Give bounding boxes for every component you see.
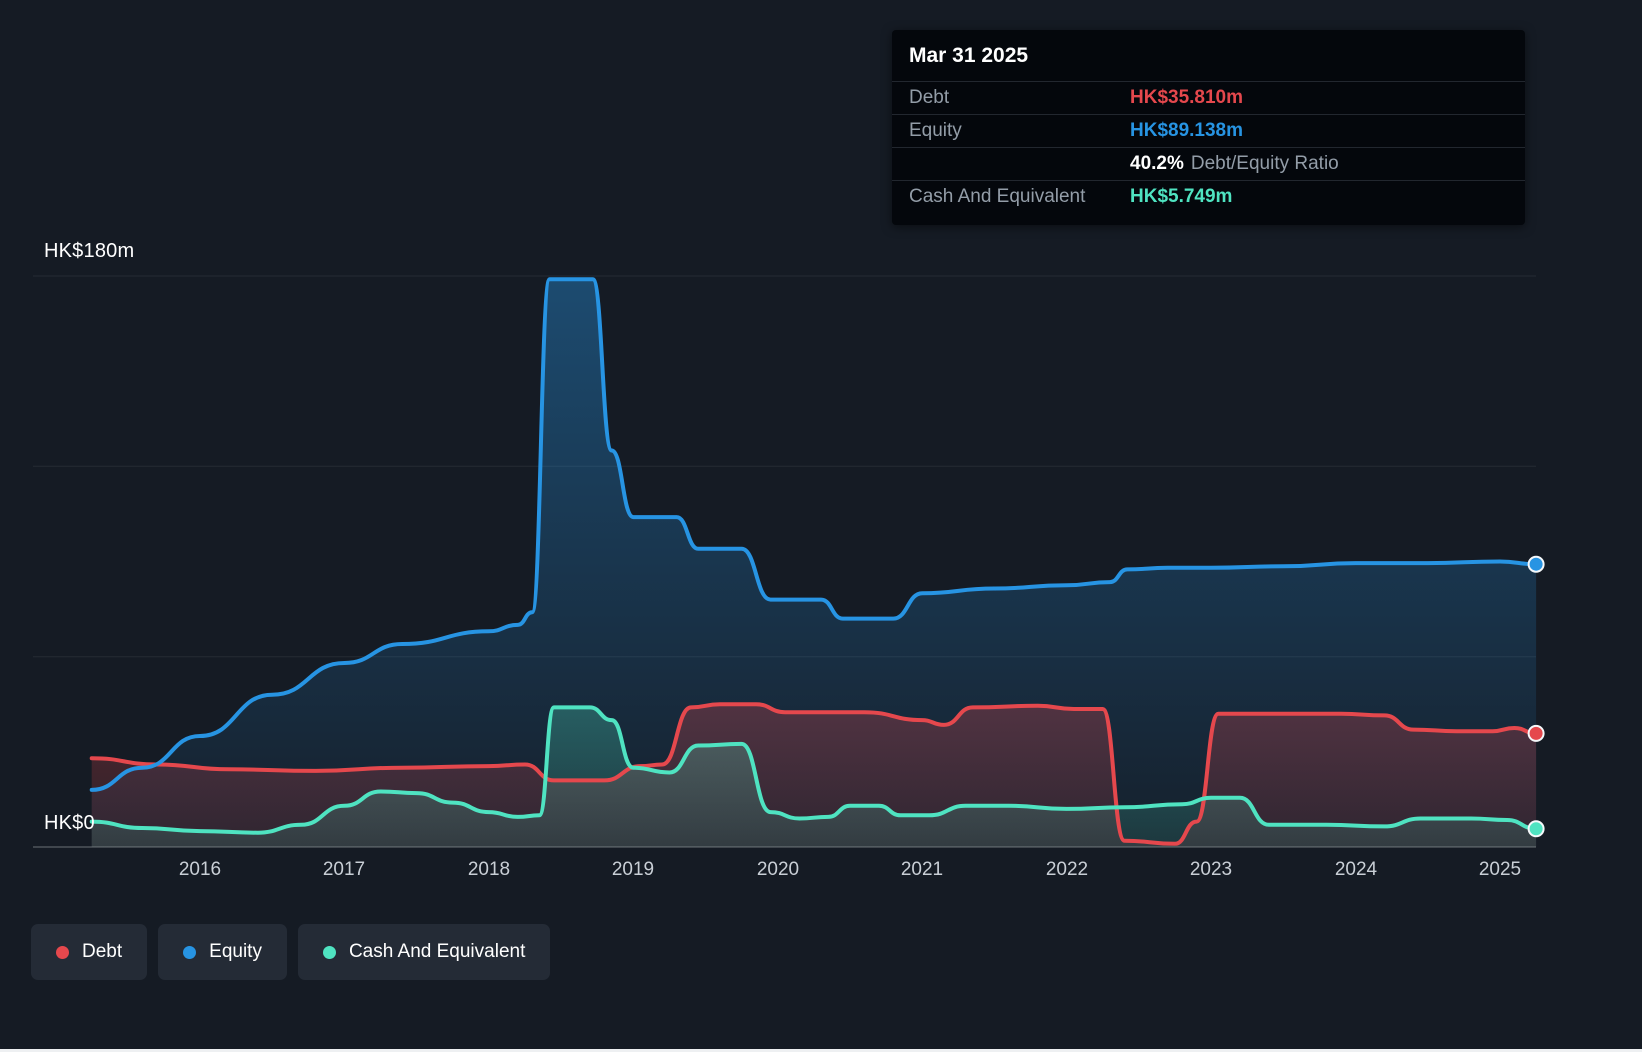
tooltip-equity-row: Equity HK$89.138m [892, 114, 1525, 147]
x-axis-label: 2019 [611, 859, 655, 880]
debt-legend-dot [56, 945, 69, 959]
tooltip-ratio-row: 40.2% Debt/Equity Ratio [892, 147, 1525, 180]
y-axis-max-label: HK$180m [44, 240, 135, 262]
tooltip-cash-value: HK$5.749m [1130, 186, 1233, 207]
bottom-edge-strip [0, 1049, 1642, 1052]
x-axis-label: 2025 [1478, 859, 1522, 880]
equity-end-marker [1527, 555, 1545, 573]
tooltip-cash-label: Cash And Equivalent [909, 186, 1086, 207]
x-axis-label: 2022 [1045, 859, 1089, 880]
x-axis-label: 2016 [178, 859, 222, 880]
legend-item-debt[interactable]: Debt [31, 924, 148, 980]
chart-legend: Debt Equity Cash And Equivalent [31, 924, 551, 980]
tooltip-ratio-label: Debt/Equity Ratio [1190, 153, 1339, 174]
cash-and-equivalent-end-marker [1527, 820, 1545, 838]
x-axis-label: 2018 [467, 859, 511, 880]
tooltip-debt-value: HK$35.810m [1130, 87, 1244, 108]
debt-end-marker [1527, 724, 1545, 742]
x-axis-label: 2020 [756, 859, 800, 880]
tooltip-debt-label: Debt [909, 87, 950, 108]
tooltip-debt-row: Debt HK$35.810m [892, 81, 1525, 114]
legend-equity-label: Equity [209, 941, 262, 962]
equity-area [91, 279, 1537, 847]
cash-and-equivalent-line [89, 705, 1539, 835]
tooltip-cash-row: Cash And Equivalent HK$5.749m [892, 180, 1525, 213]
legend-cash-label: Cash And Equivalent [348, 941, 526, 962]
date-tooltip: Mar 31 2025 Debt HK$35.810m Equity HK$89… [892, 30, 1525, 225]
equity-line [89, 277, 1539, 792]
x-axis: 2016 2017 2018 2019 2020 2021 2022 2023 … [0, 859, 1642, 885]
tooltip-equity-value: HK$89.138m [1130, 120, 1244, 141]
tooltip-date: Mar 31 2025 [909, 44, 1029, 67]
cash-and-equivalent-area [91, 707, 1537, 847]
y-axis-zero-label: HK$0 [44, 812, 95, 834]
equity-legend-dot [183, 945, 197, 959]
tooltip-ratio-value: 40.2% [1130, 153, 1184, 174]
x-axis-label: 2021 [900, 859, 944, 880]
cash-legend-dot [322, 945, 336, 959]
x-axis-label: 2017 [322, 859, 366, 880]
x-axis-label: 2024 [1334, 859, 1378, 880]
legend-item-equity[interactable]: Equity [158, 924, 287, 980]
legend-debt-label: Debt [82, 941, 123, 962]
debt-line [89, 702, 1539, 846]
tooltip-equity-label: Equity [909, 120, 962, 141]
x-axis-label: 2023 [1189, 859, 1233, 880]
legend-item-cash[interactable]: Cash And Equivalent [297, 924, 551, 980]
